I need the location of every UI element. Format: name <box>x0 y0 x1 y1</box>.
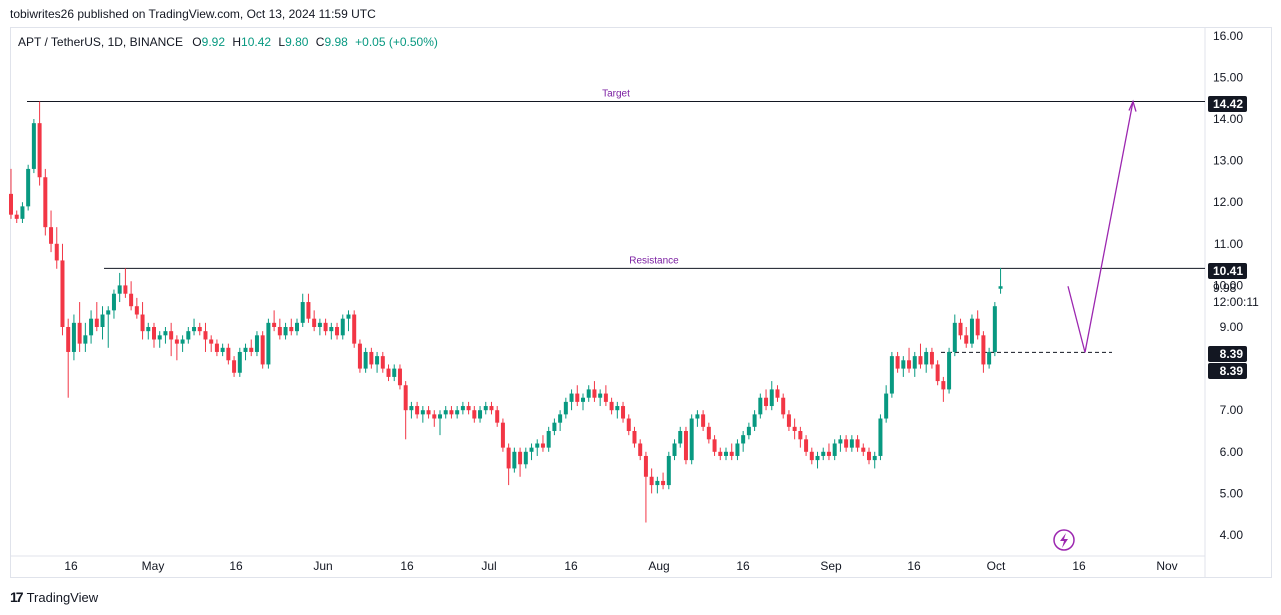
low-key: L <box>278 35 286 49</box>
footer: 17 TradingView <box>10 589 98 605</box>
symbol-label[interactable]: APT / TetherUS, 1D, BINANCE <box>18 35 183 49</box>
chart-frame <box>10 27 1272 578</box>
change-value: +0.05 (+0.50%) <box>355 35 438 49</box>
open-key: O <box>192 35 202 49</box>
publisher-caption: tobiwrites26 published on TradingView.co… <box>10 7 376 21</box>
low-value: 9.80 <box>285 35 309 49</box>
symbol-legend: APT / TetherUS, 1D, BINANCE O9.92 H10.42… <box>18 35 442 49</box>
tradingview-logo-icon: 17 <box>10 589 24 605</box>
high-key: H <box>232 35 242 49</box>
footer-brand: TradingView <box>26 589 99 605</box>
close-key: C <box>315 35 325 49</box>
high-value: 10.42 <box>241 35 272 49</box>
open-value: 9.92 <box>201 35 225 49</box>
close-value: 9.98 <box>324 35 348 49</box>
